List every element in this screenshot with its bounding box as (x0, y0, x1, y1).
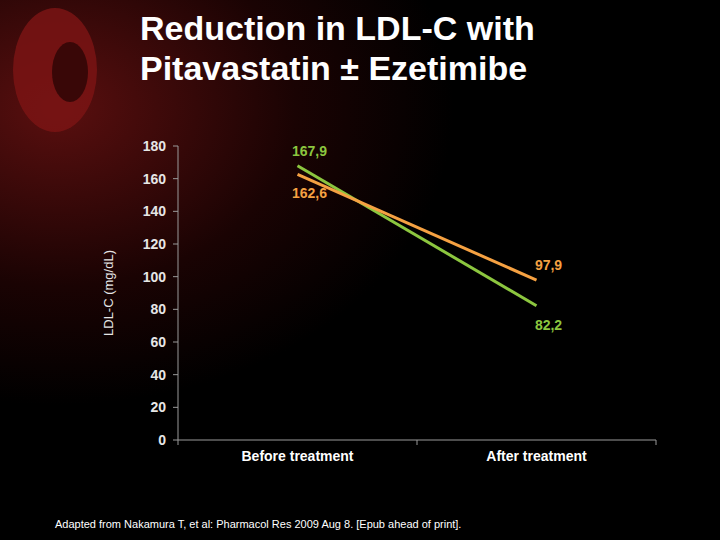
plot-area (298, 166, 537, 306)
data-label: 162,6 (292, 185, 327, 201)
y-tick (173, 211, 178, 212)
background (0, 0, 720, 540)
y-tick-label: 20 (150, 399, 166, 415)
x-tick (178, 440, 179, 445)
y-tick-label: 80 (150, 301, 166, 317)
x-tick (656, 440, 657, 445)
kidney-decoration (52, 42, 88, 102)
y-tick-label: 120 (143, 236, 167, 252)
data-label: 167,9 (292, 143, 327, 159)
y-tick (173, 309, 178, 310)
y-tick (173, 407, 178, 408)
y-axis (178, 146, 179, 440)
y-tick (173, 342, 178, 343)
data-label: 82,2 (535, 317, 562, 333)
y-axis-title: LDL-C (mg/dL) (101, 250, 116, 336)
kidney-decoration (13, 8, 97, 132)
y-tick (173, 244, 178, 245)
series-line (298, 174, 537, 280)
y-tick (173, 276, 178, 277)
y-tick (173, 440, 178, 441)
y-tick-label: 180 (143, 138, 167, 154)
title: Reduction in LDL-C withPitavastatin ± Ez… (140, 9, 535, 87)
y-tick (173, 178, 178, 179)
y-tick (173, 146, 178, 147)
chart: Reduction in LDL-C withPitavastatin ± Ez… (0, 0, 720, 540)
annotation: Adapted from Nakamura T, et al: Pharmaco… (55, 518, 461, 530)
series-line (298, 166, 537, 306)
x-tick-label: After treatment (486, 448, 587, 464)
y-tick-label: 60 (150, 334, 166, 350)
y-tick-label: 40 (150, 367, 166, 383)
data-label: 97,9 (535, 257, 562, 273)
y-tick-label: 100 (143, 269, 167, 285)
x-tick-label: Before treatment (241, 448, 353, 464)
x-tick (417, 440, 418, 445)
y-tick (173, 374, 178, 375)
y-tick-label: 0 (158, 432, 166, 448)
y-tick-label: 140 (143, 203, 167, 219)
y-tick-label: 160 (143, 171, 167, 187)
